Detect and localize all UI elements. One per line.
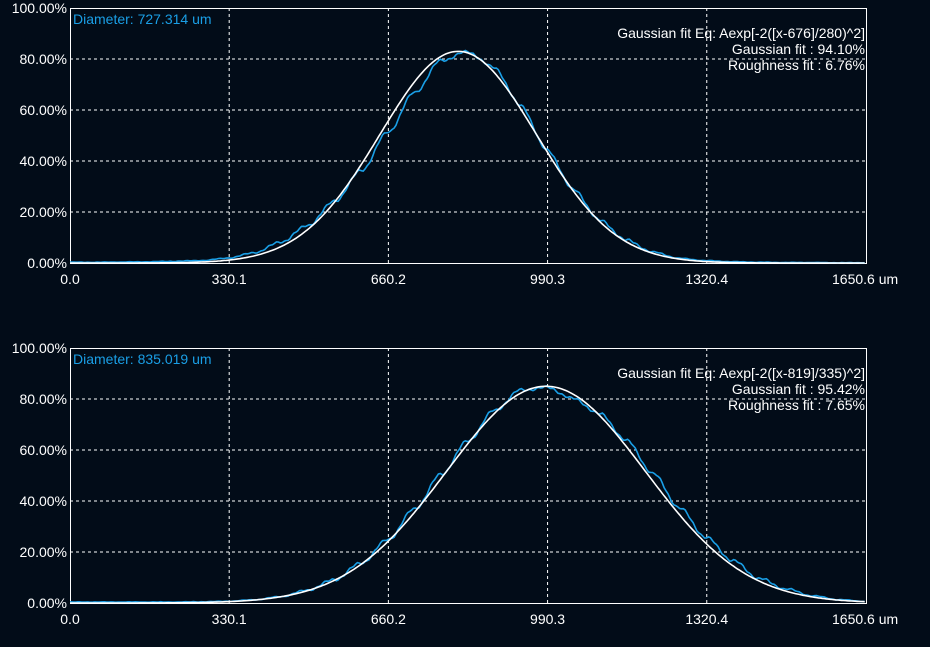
gaussian-fit-value: Gaussian fit : 95.42% xyxy=(732,381,865,397)
x-tick-label: 0.0 xyxy=(60,611,80,627)
plot-frame xyxy=(70,8,867,264)
plot-area: 0.0 330.1 660.2 990.3 1320.4 1650.6 um 0.00% 20… xyxy=(12,0,898,287)
y-tick-label: 100.00% xyxy=(12,340,67,356)
y-tick-label: 80.00% xyxy=(20,391,67,407)
fit-equation: Gaussian fit Eq: Aexp[-2([x-819]/335)^2] xyxy=(617,365,865,381)
x-axis-unit: um xyxy=(879,611,898,627)
gaussian-fit-value: Gaussian fit : 94.10% xyxy=(732,41,865,57)
x-tick-label: 1320.4 xyxy=(685,271,728,287)
x-tick-label: 330.1 xyxy=(212,611,247,627)
x-tick-label: 990.3 xyxy=(530,611,565,627)
x-tick-label: 990.3 xyxy=(530,271,565,287)
measured-profile-line xyxy=(70,385,865,604)
plot-frame xyxy=(70,348,867,604)
y-tick-label: 0.00% xyxy=(27,255,67,271)
y-tick-label: 40.00% xyxy=(20,493,67,509)
x-tick-label: 660.2 xyxy=(371,271,406,287)
roughness-fit-value: Roughness fit : 7.65% xyxy=(728,397,865,413)
y-tick-label: 100.00% xyxy=(12,0,67,16)
y-tick-label: 20.00% xyxy=(20,204,67,220)
profile-chart-bottom: 0.0 330.1 660.2 990.3 1320.4 1650.6 um 0.00% 20… xyxy=(12,340,898,627)
plot-area: 0.0 330.1 660.2 990.3 1320.4 1650.6 um 0.00% 20… xyxy=(12,340,898,627)
fit-equation: Gaussian fit Eq: Aexp[-2([x-676]/280)^2] xyxy=(617,25,865,41)
x-tick-label: 660.2 xyxy=(371,611,406,627)
x-tick-label: 1650.6 um xyxy=(832,611,898,627)
x-tick-label: 330.1 xyxy=(212,271,247,287)
roughness-fit-value: Roughness fit : 6.76% xyxy=(728,57,865,73)
x-tick-label: 1320.4 xyxy=(685,611,728,627)
y-tick-label: 60.00% xyxy=(20,102,67,118)
x-axis-unit: um xyxy=(879,271,898,287)
gaussian-fit-line xyxy=(70,50,865,264)
measured-profile-line xyxy=(69,49,865,264)
diameter-label: Diameter: 727.314 um xyxy=(73,11,212,27)
y-tick-label: 60.00% xyxy=(20,442,67,458)
y-tick-label: 40.00% xyxy=(20,153,67,169)
gaussian-fit-line xyxy=(70,385,865,604)
diameter-label: Diameter: 835.019 um xyxy=(73,351,212,367)
x-tick-label: 0.0 xyxy=(60,271,80,287)
profile-chart-top: 0.0 330.1 660.2 990.3 1320.4 1650.6 um 0.00% 20… xyxy=(12,0,898,287)
y-tick-label: 80.00% xyxy=(20,51,67,67)
y-tick-label: 20.00% xyxy=(20,544,67,560)
y-tick-label: 0.00% xyxy=(27,595,67,611)
x-tick-label: 1650.6 um xyxy=(832,271,898,287)
